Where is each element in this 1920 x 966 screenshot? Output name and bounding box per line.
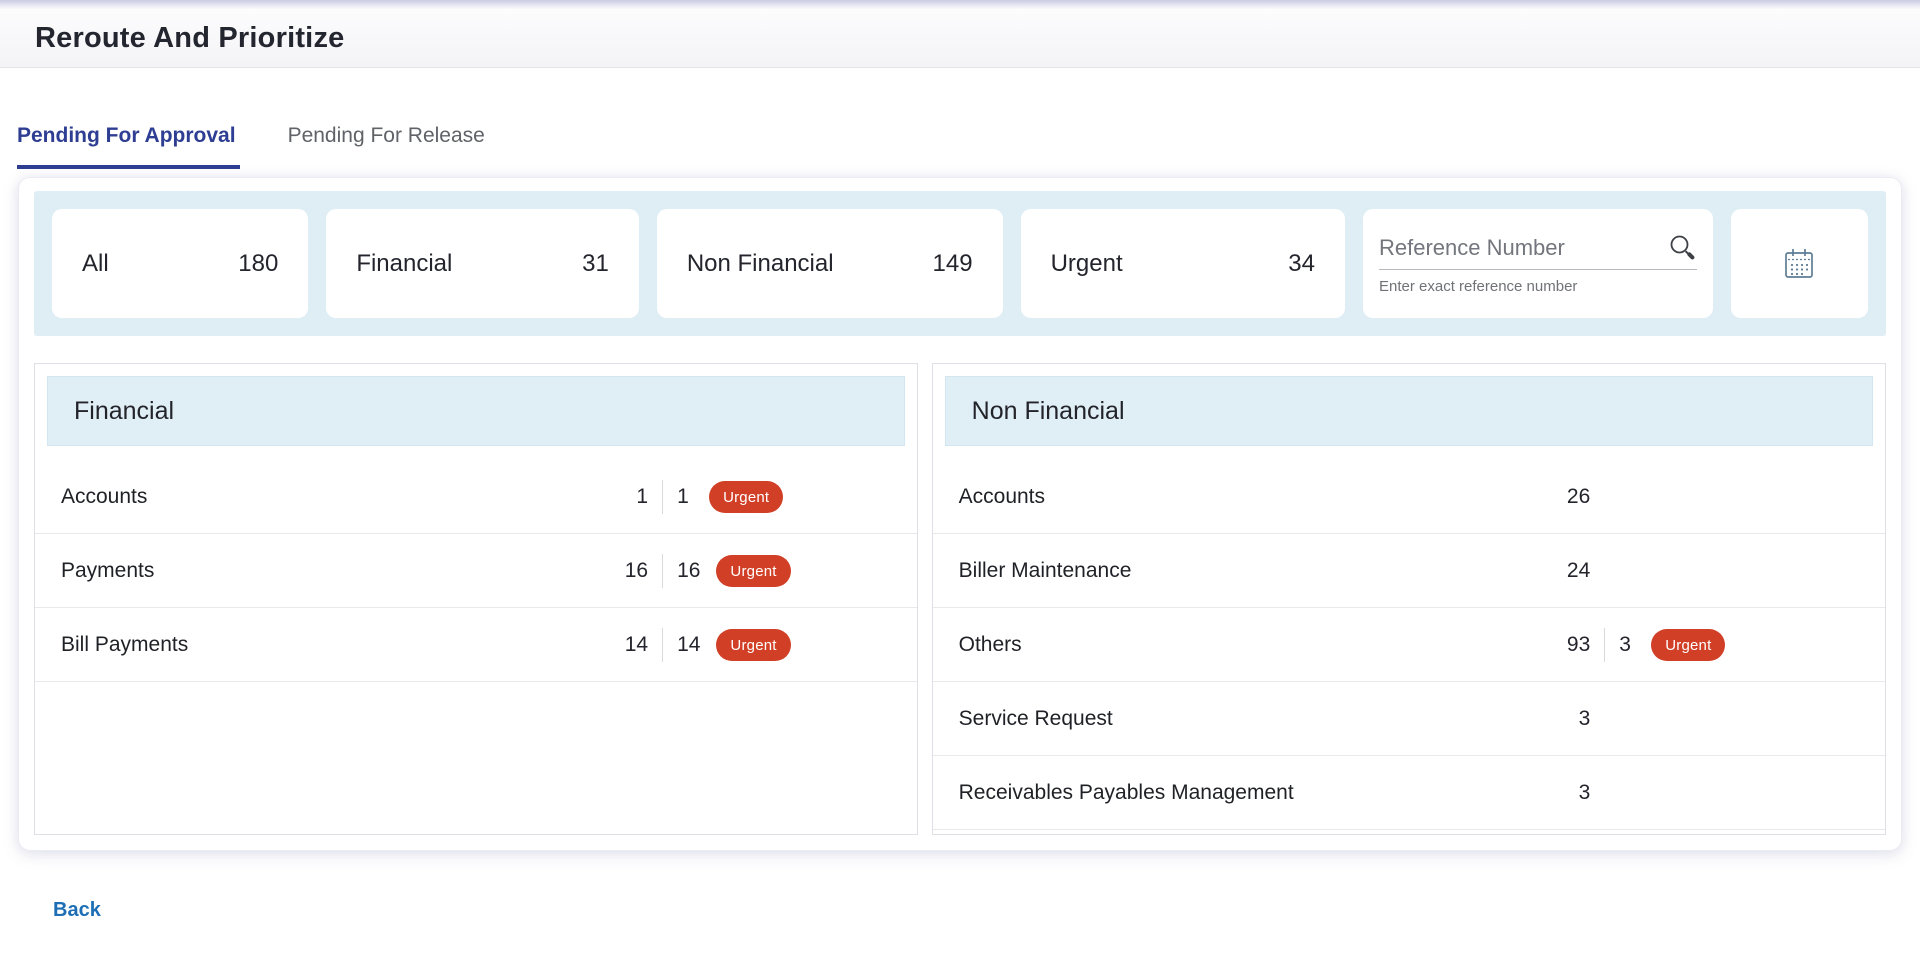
panel-non-financial-header: Non Financial <box>944 376 1873 446</box>
tab-pending-for-approval[interactable]: Pending For Approval <box>17 124 240 169</box>
row-counts: 93 3 Urgent <box>1542 627 1885 662</box>
urgent-badge: Urgent <box>716 628 791 661</box>
row-urgent-count: 14 <box>677 632 701 656</box>
reference-number-field-row <box>1378 233 1697 270</box>
row-urgent-count: 3 <box>1619 632 1631 656</box>
count-divider <box>662 553 664 588</box>
row-nonfinancial-biller-maintenance[interactable]: Biller Maintenance 24 <box>932 534 1885 608</box>
page-header: Reroute And Prioritize <box>0 10 1920 68</box>
category-panels: Financial Accounts 1 1 Urgent Payments 1… <box>34 363 1886 835</box>
row-counts: 14 14 Urgent <box>600 627 917 662</box>
row-counts: 26 <box>1542 485 1885 509</box>
calendar-icon <box>1780 245 1818 283</box>
panel-financial-rows: Accounts 1 1 Urgent Payments 16 16 Urgen <box>35 460 917 682</box>
row-count: 26 <box>1566 484 1591 508</box>
stat-label: Financial <box>356 249 453 277</box>
row-counts: 24 <box>1542 559 1885 583</box>
date-filter-button[interactable] <box>1730 209 1868 318</box>
row-label: Biller Maintenance <box>958 558 1132 582</box>
row-count: 3 <box>1578 780 1591 804</box>
row-counts: 3 <box>1542 781 1885 805</box>
row-nonfinancial-receivables-payables-management[interactable]: Receivables Payables Management 3 <box>932 756 1885 830</box>
stat-card-urgent[interactable]: Urgent 34 <box>1020 209 1345 318</box>
row-nonfinancial-others[interactable]: Others 93 3 Urgent <box>932 608 1885 682</box>
stat-count: 149 <box>932 249 973 277</box>
panel-title: Financial <box>74 396 175 425</box>
row-label: Payments <box>61 558 155 582</box>
panel-non-financial-rows: Accounts 26 Biller Maintenance 24 Others… <box>932 460 1885 830</box>
stat-count: 34 <box>1288 249 1315 277</box>
urgent-badge: Urgent <box>716 554 791 587</box>
row-urgent-count: 1 <box>677 484 689 508</box>
stat-card-financial[interactable]: Financial 31 <box>326 209 639 318</box>
row-counts: 3 <box>1542 707 1885 731</box>
panel-financial-header: Financial <box>47 376 905 446</box>
row-nonfinancial-accounts[interactable]: Accounts 26 <box>932 460 1885 534</box>
reference-number-input[interactable] <box>1378 234 1667 261</box>
row-count: 14 <box>624 632 649 656</box>
row-count: 24 <box>1566 558 1591 582</box>
row-label: Service Request <box>958 706 1113 730</box>
row-label: Accounts <box>958 484 1046 508</box>
row-label: Receivables Payables Management <box>958 780 1294 804</box>
row-nonfinancial-service-request[interactable]: Service Request 3 <box>932 682 1885 756</box>
urgent-badge: Urgent <box>709 480 784 513</box>
row-label: Others <box>958 632 1022 656</box>
panel-non-financial: Non Financial Accounts 26 Biller Mainten… <box>931 363 1886 835</box>
row-count: 16 <box>624 558 649 582</box>
tab-pending-for-release[interactable]: Pending For Release <box>288 124 489 169</box>
back-link[interactable]: Back <box>53 899 101 921</box>
stat-card-non-financial[interactable]: Non Financial 149 <box>656 209 1003 318</box>
row-label: Accounts <box>61 484 148 508</box>
count-divider <box>1604 627 1606 662</box>
stat-label: Non Financial <box>686 249 834 277</box>
stat-count: 31 <box>582 249 609 277</box>
row-financial-payments[interactable]: Payments 16 16 Urgent <box>35 534 917 608</box>
count-divider <box>662 479 664 514</box>
row-counts: 16 16 Urgent <box>600 553 917 588</box>
reference-number-card: Enter exact reference number <box>1362 209 1713 318</box>
tab-bar: Pending For Approval Pending For Release <box>17 124 1920 169</box>
row-count: 93 <box>1566 632 1591 656</box>
row-count: 3 <box>1578 706 1591 730</box>
row-financial-bill-payments[interactable]: Bill Payments 14 14 Urgent <box>35 608 917 682</box>
reference-number-helper-text: Enter exact reference number <box>1378 277 1578 295</box>
stat-label: Urgent <box>1050 249 1123 277</box>
search-icon[interactable] <box>1667 233 1697 263</box>
count-divider <box>662 627 664 662</box>
filter-band: All 180 Financial 31 Non Financial 149 U… <box>34 191 1886 336</box>
top-gradient-strip <box>0 0 1920 10</box>
row-label: Bill Payments <box>61 632 189 656</box>
page-title: Reroute And Prioritize <box>35 22 345 54</box>
urgent-badge: Urgent <box>1651 628 1726 661</box>
row-counts: 1 1 Urgent <box>600 479 917 514</box>
stat-label: All <box>82 249 109 277</box>
row-financial-accounts[interactable]: Accounts 1 1 Urgent <box>35 460 917 534</box>
panel-title: Non Financial <box>971 396 1125 425</box>
row-count: 1 <box>636 484 649 508</box>
content-card: All 180 Financial 31 Non Financial 149 U… <box>18 177 1902 851</box>
stat-count: 180 <box>238 249 279 277</box>
panel-financial: Financial Accounts 1 1 Urgent Payments 1… <box>34 363 918 835</box>
stat-card-all[interactable]: All 180 <box>52 209 309 318</box>
row-urgent-count: 16 <box>677 558 701 582</box>
